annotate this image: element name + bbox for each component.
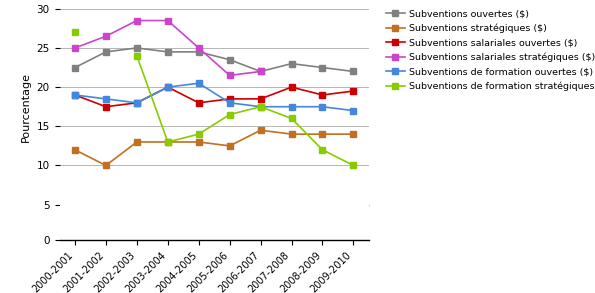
Subventions de formation ouvertes ($): [350, 109, 357, 113]
Subventions stratégiques ($): [319, 132, 326, 136]
Subventions salariales ouvertes ($): [164, 85, 171, 89]
Subventions ouvertes ($): [164, 50, 171, 54]
Subventions de formation ouvertes ($): [164, 85, 171, 89]
Subventions stratégiques ($): [195, 140, 202, 144]
Subventions salariales stratégiques ($): [226, 74, 233, 77]
Subventions de formation ouvertes ($): [288, 105, 295, 108]
Subventions ouvertes ($): [133, 46, 140, 50]
Subventions salariales stratégiques ($): [71, 46, 79, 50]
Subventions stratégiques ($): [71, 148, 79, 151]
Subventions de formation ouvertes ($): [133, 101, 140, 105]
Subventions ouvertes ($): [319, 66, 326, 69]
Subventions salariales stratégiques ($): [195, 46, 202, 50]
Subventions stratégiques ($): [257, 128, 264, 132]
Subventions de formation ouvertes ($): [319, 105, 326, 108]
Subventions stratégiques ($): [102, 164, 109, 167]
Subventions salariales ouvertes ($): [195, 101, 202, 105]
Subventions de formation ouvertes ($): [71, 93, 79, 97]
Subventions stratégiques ($): [350, 132, 357, 136]
Line: Subventions ouvertes ($): Subventions ouvertes ($): [72, 45, 356, 74]
Subventions de formation ouvertes ($): [102, 97, 109, 100]
Subventions de formation ouvertes ($): [195, 81, 202, 85]
Subventions ouvertes ($): [257, 70, 264, 73]
Subventions ouvertes ($): [226, 58, 233, 62]
Subventions stratégiques ($): [133, 140, 140, 144]
Subventions salariales ouvertes ($): [102, 105, 109, 108]
Subventions ouvertes ($): [102, 50, 109, 54]
Subventions salariales stratégiques ($): [164, 19, 171, 22]
Subventions salariales ouvertes ($): [319, 93, 326, 97]
Y-axis label: Pourcentage: Pourcentage: [21, 72, 31, 142]
Subventions stratégiques ($): [226, 144, 233, 148]
Subventions salariales ouvertes ($): [257, 97, 264, 100]
Subventions salariales stratégiques ($): [102, 35, 109, 38]
Subventions stratégiques ($): [288, 132, 295, 136]
Subventions stratégiques ($): [164, 140, 171, 144]
Line: Subventions salariales stratégiques ($): Subventions salariales stratégiques ($): [72, 18, 264, 78]
Subventions salariales ouvertes ($): [226, 97, 233, 100]
Subventions salariales stratégiques ($): [257, 70, 264, 73]
Legend: Subventions ouvertes ($), Subventions stratégiques ($), Subventions salariales o: Subventions ouvertes ($), Subventions st…: [386, 10, 595, 91]
Subventions salariales ouvertes ($): [350, 89, 357, 93]
Subventions de formation ouvertes ($): [226, 101, 233, 105]
Subventions ouvertes ($): [288, 62, 295, 65]
Line: Subventions de formation ouvertes ($): Subventions de formation ouvertes ($): [72, 81, 356, 113]
Subventions ouvertes ($): [71, 66, 79, 69]
Subventions salariales ouvertes ($): [288, 85, 295, 89]
Subventions salariales ouvertes ($): [133, 101, 140, 105]
Line: Subventions stratégiques ($): Subventions stratégiques ($): [72, 127, 356, 168]
Subventions de formation ouvertes ($): [257, 105, 264, 108]
Subventions ouvertes ($): [350, 70, 357, 73]
Subventions salariales ouvertes ($): [71, 93, 79, 97]
Subventions ouvertes ($): [195, 50, 202, 54]
Line: Subventions salariales ouvertes ($): Subventions salariales ouvertes ($): [72, 84, 356, 110]
Subventions salariales stratégiques ($): [133, 19, 140, 22]
